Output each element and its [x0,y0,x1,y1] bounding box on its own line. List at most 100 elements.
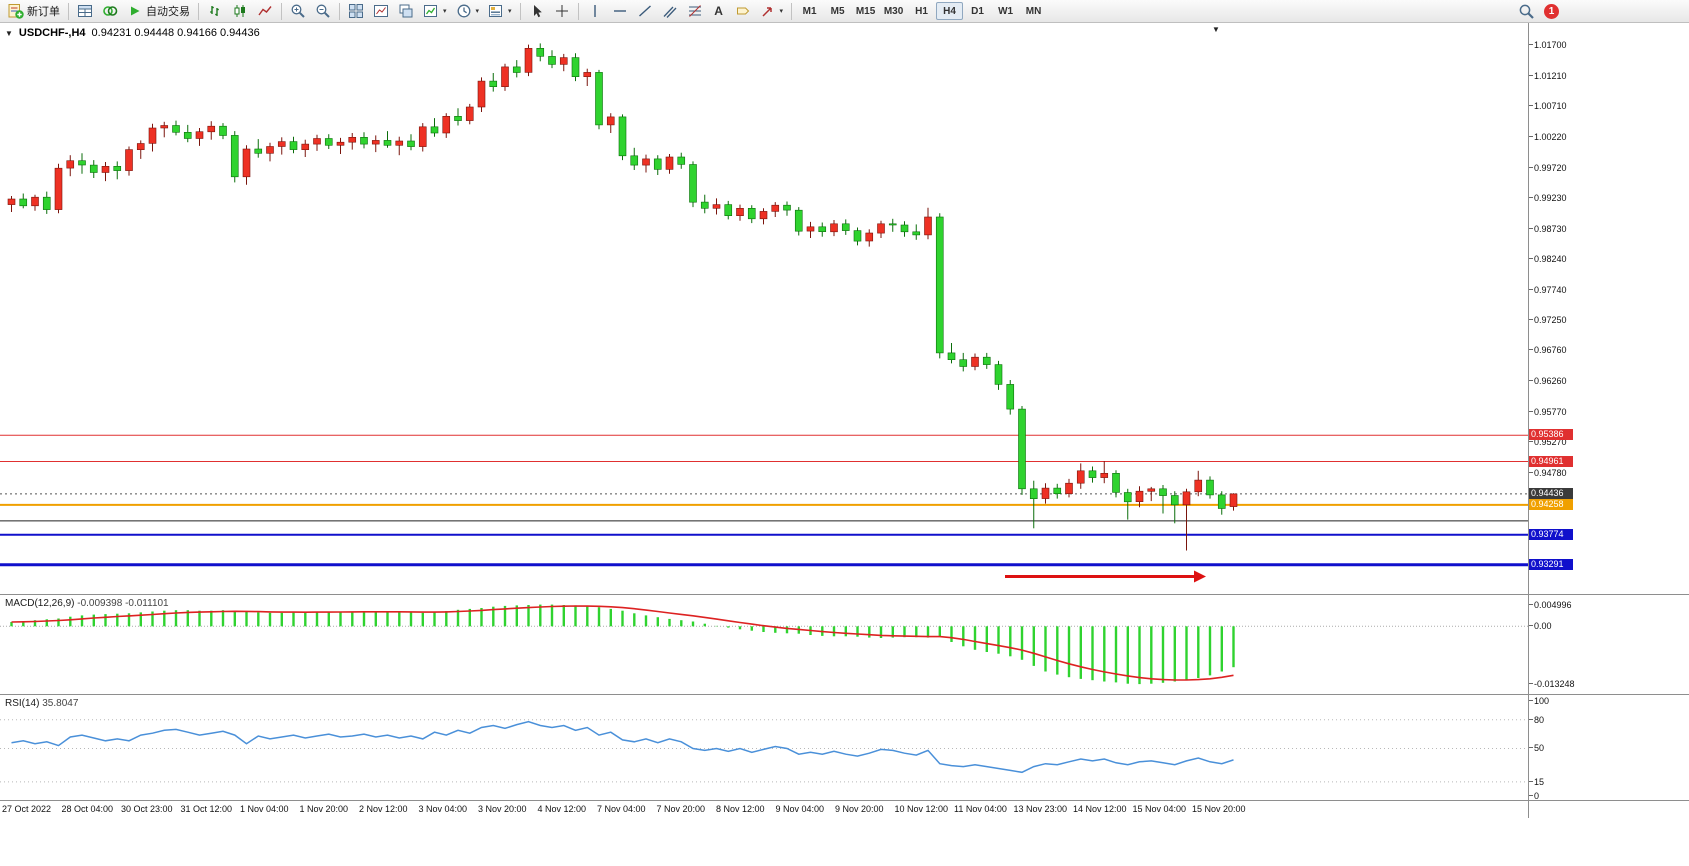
data-window-icon [78,5,92,17]
templates-button[interactable]: ▾ [484,1,516,21]
zoom-in-button[interactable] [286,1,310,21]
timeframe-button-mn[interactable]: MN [1020,2,1047,20]
chart-symbol-period: USDCHF-,H4 [18,27,86,39]
auto-trading-label: 自动交易 [146,6,190,18]
price-tick: 1.01210 [1529,71,1567,81]
price-tick: 1.00220 [1529,132,1567,142]
macd-tick: -0.013248 [1529,679,1575,689]
notification-badge[interactable]: 1 [1544,3,1559,19]
text-tool-button[interactable]: A [708,1,730,21]
templates-icon [489,5,503,17]
price-tick: 1.00710 [1529,101,1567,111]
notification-count: 1 [1548,5,1555,17]
timeframe-button-d1[interactable]: D1 [964,2,991,20]
trendline-button[interactable] [633,1,657,21]
cursor-button[interactable] [525,1,549,21]
candlestick-chart-button[interactable] [228,1,252,21]
auto-arrange-button[interactable] [369,1,393,21]
new-order-label: 新订单 [27,6,60,18]
price-axis[interactable]: 1.01700 1.01210 1.00710 1.00220 0.99720 0.992… [1528,23,1689,818]
zoom-in-icon [291,4,305,18]
toolbar-separator [68,2,69,20]
time-label: 8 Nov 12:00 [716,804,765,814]
panel-separator [0,800,1689,801]
rsi-indicator-label: RSI(14) 35.8047 [5,698,78,709]
chart-ohlc-readout: ▼ USDCHF-,H4 0.94231 0.94448 0.94166 0.9… [5,27,260,39]
chevron-down-icon: ▾ [475,8,480,15]
timeframe-button-m5[interactable]: M5 [824,2,851,20]
price-line-label: 0.94258 [1529,499,1573,510]
auto-arrange-icon [374,5,388,17]
price-tick: 0.98730 [1529,224,1567,234]
cascade-windows-button[interactable] [394,1,418,21]
trendline-icon [638,5,651,17]
timeframe-button-m15[interactable]: M15 [852,2,879,20]
rsi-name: RSI(14) [5,698,40,709]
price-line-label: 0.94961 [1529,456,1573,467]
tile-windows-icon [349,4,363,18]
auto-trading-icon [131,6,140,16]
time-label: 3 Nov 20:00 [478,804,527,814]
timeframe-label: M15 [855,5,876,17]
timeframe-button-m1[interactable]: M1 [796,2,823,20]
cascade-windows-icon [399,4,413,18]
price-tick: 0.99720 [1529,163,1567,173]
periods-button[interactable]: ▾ [452,1,484,21]
time-label: 30 Oct 23:00 [121,804,173,814]
price-tick: 0.96760 [1529,345,1567,355]
chevron-down-icon: ▾ [443,8,447,15]
panel-separator[interactable] [0,594,1689,595]
time-axis[interactable]: 27 Oct 2022 28 Oct 04:00 30 Oct 23:00 31 Oc… [0,801,1528,818]
time-label: 14 Nov 12:00 [1073,804,1127,814]
macd-indicator-label: MACD(12,26,9) -0.009398 -0.011101 [5,598,169,609]
arrows-tool-button[interactable]: ▾ [756,1,788,21]
price-line-label: 0.95386 [1529,429,1573,440]
bars-chart-icon [210,6,219,16]
vertical-line-icon [593,5,596,17]
new-order-button[interactable]: 新订单 [4,1,64,21]
time-label: 28 Oct 04:00 [61,804,114,814]
time-label: 7 Nov 20:00 [656,804,706,814]
fibonacci-button[interactable] [683,1,707,21]
macd-tick: 0.004996 [1529,600,1572,610]
timeframe-button-h1[interactable]: H1 [908,2,935,20]
rsi-panel-chart[interactable] [0,695,1528,800]
rsi-value: 35.8047 [42,698,79,709]
one-click-trading-toggle[interactable]: ▼ [5,28,13,38]
price-tick: 0.94780 [1529,468,1567,478]
bars-chart-button[interactable] [203,1,227,21]
panel-separator[interactable] [0,694,1689,695]
timeframe-button-m30[interactable]: M30 [880,2,907,20]
timeframe-label: W1 [998,5,1014,17]
search-icon[interactable] [1518,3,1535,20]
text-tool-icon: A [714,4,723,18]
vertical-line-button[interactable] [583,1,607,21]
macd-panel-chart[interactable] [0,595,1528,695]
main-price-chart[interactable] [0,23,1528,595]
toolbar-separator [577,2,579,20]
data-window-button[interactable] [73,1,97,21]
price-line-label: 0.94436 [1529,488,1573,499]
text-label-button[interactable] [731,1,755,21]
price-tick: 1.01700 [1529,40,1567,50]
navigator-button[interactable] [98,1,122,21]
new-chart-button[interactable]: ▾ [419,1,451,21]
equidistant-channel-button[interactable] [658,1,682,21]
toolbar-separator [519,2,521,20]
time-label: 15 Nov 04:00 [1132,804,1187,814]
chart-shift-marker[interactable]: ▼ [1212,25,1220,34]
crosshair-button[interactable] [550,1,574,21]
cursor-icon [533,5,542,18]
horizontal-line-button[interactable] [608,1,632,21]
tile-windows-button[interactable] [344,1,368,21]
timeframe-label: H1 [915,5,928,17]
timeframe-button-h4[interactable]: H4 [936,2,964,20]
chevron-down-icon: ▾ [779,8,784,15]
zoom-out-button[interactable] [311,1,335,21]
toolbar-separator [281,2,282,20]
fibonacci-icon [688,5,701,17]
timeframe-button-w1[interactable]: W1 [992,2,1019,20]
line-chart-button[interactable] [253,1,277,21]
auto-trading-button[interactable]: 自动交易 [123,1,194,21]
